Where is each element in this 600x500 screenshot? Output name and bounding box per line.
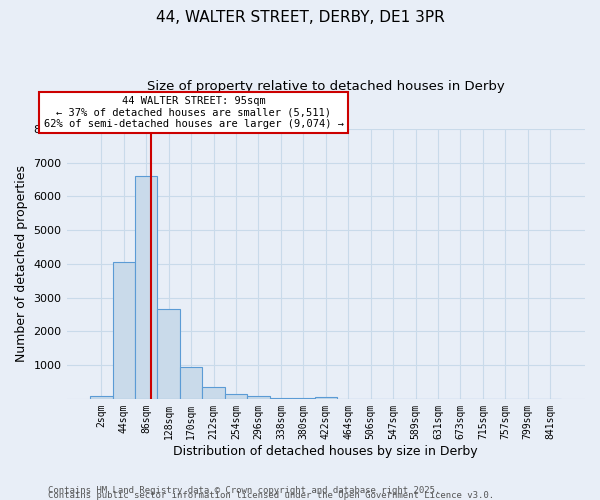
Text: Contains public sector information licensed under the Open Government Licence v3: Contains public sector information licen… [48, 490, 494, 500]
Y-axis label: Number of detached properties: Number of detached properties [15, 166, 28, 362]
Bar [225, 394, 247, 399]
Text: 44, WALTER STREET, DERBY, DE1 3PR: 44, WALTER STREET, DERBY, DE1 3PR [155, 10, 445, 25]
X-axis label: Distribution of detached houses by size in Derby: Distribution of detached houses by size … [173, 444, 478, 458]
Bar [157, 310, 180, 399]
Title: Size of property relative to detached houses in Derby: Size of property relative to detached ho… [147, 80, 505, 93]
Bar [113, 262, 135, 399]
Bar [180, 367, 202, 399]
Text: Contains HM Land Registry data © Crown copyright and database right 2025.: Contains HM Land Registry data © Crown c… [48, 486, 440, 495]
Bar [90, 396, 113, 399]
Bar [314, 397, 337, 399]
Bar [135, 176, 157, 399]
Bar [247, 396, 269, 399]
Text: 44 WALTER STREET: 95sqm
← 37% of detached houses are smaller (5,511)
62% of semi: 44 WALTER STREET: 95sqm ← 37% of detache… [44, 96, 344, 129]
Bar [269, 398, 292, 399]
Bar [202, 388, 225, 399]
